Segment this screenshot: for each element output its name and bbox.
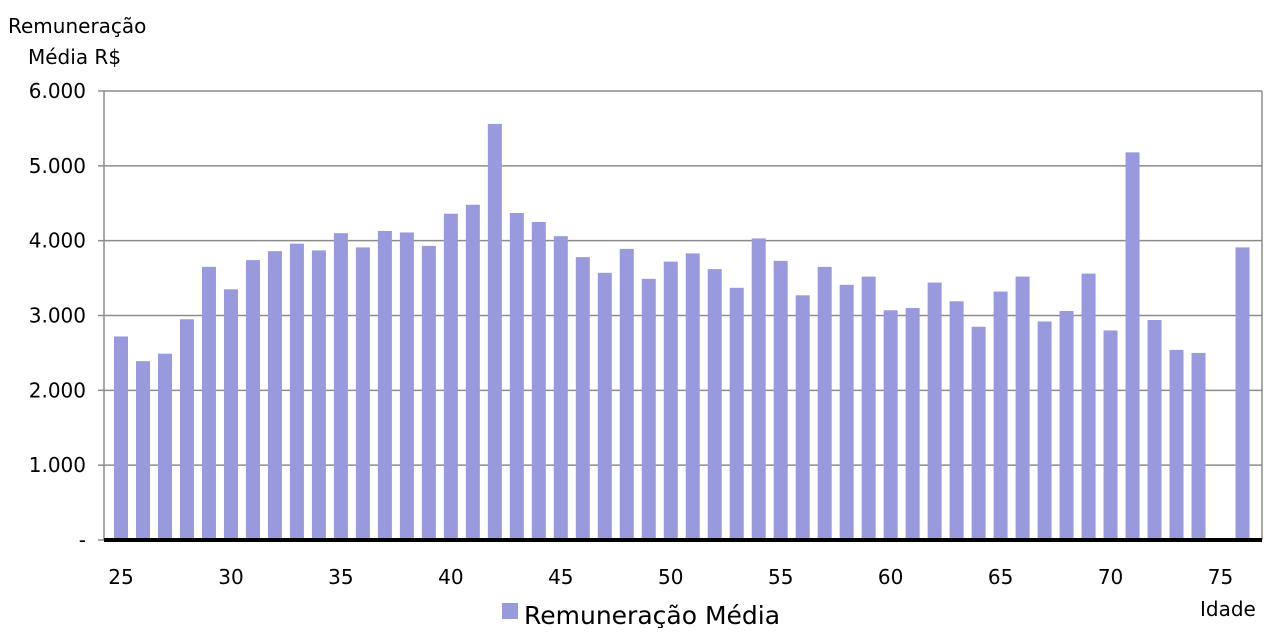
bar [1037, 321, 1052, 540]
x-tick-label: 60 [878, 565, 903, 589]
y-axis-title-line2: Média R$ [28, 45, 121, 69]
bar [135, 361, 150, 540]
y-tick-label: 2.000 [29, 378, 86, 402]
bar [223, 289, 238, 540]
bar [839, 284, 854, 540]
bar [443, 213, 458, 540]
bar [509, 212, 524, 540]
bar [377, 230, 392, 540]
bar [1125, 152, 1140, 540]
x-tick-label: 25 [108, 565, 133, 589]
y-tick-label: 4.000 [29, 229, 86, 253]
bar [267, 251, 282, 541]
bar [1103, 330, 1118, 540]
bar [179, 319, 194, 540]
y-tick-label: - [79, 528, 86, 552]
x-tick-labels: 25 30 35 40 45 50 55 60 65 70 75 [108, 565, 1233, 589]
bar [421, 245, 436, 540]
bar [619, 248, 634, 541]
x-tick-label: 45 [548, 565, 573, 589]
bars [114, 123, 1250, 541]
x-axis-title: Idade [1200, 597, 1256, 621]
bar [597, 272, 612, 540]
bar [729, 287, 744, 540]
x-tick-label: 55 [768, 565, 793, 589]
x-tick-label: 65 [988, 565, 1013, 589]
bar [773, 260, 788, 540]
bar [795, 295, 810, 540]
legend: Remuneração Média [502, 601, 780, 630]
bar [1191, 352, 1206, 540]
y-tick-label: 6.000 [29, 79, 86, 103]
bar [575, 257, 590, 540]
bar [1081, 273, 1096, 540]
bar [817, 266, 832, 540]
x-tick-label: 75 [1208, 565, 1233, 589]
y-tick-label: 3.000 [29, 304, 86, 328]
bar [553, 236, 568, 540]
bar [311, 250, 326, 540]
bar [157, 353, 172, 540]
y-tick-label: 1.000 [29, 453, 86, 477]
bar [245, 260, 260, 540]
bar [399, 232, 414, 540]
bar [531, 221, 546, 541]
bar [707, 269, 722, 540]
x-tick-label: 50 [658, 565, 683, 589]
bar [685, 253, 700, 540]
bar [971, 326, 986, 540]
bar [333, 233, 348, 540]
bar [1235, 247, 1250, 540]
bar [289, 243, 304, 540]
x-tick-label: 40 [438, 565, 463, 589]
axes [103, 91, 1263, 542]
y-tick-label: 5.000 [29, 154, 86, 178]
bar [1147, 319, 1162, 540]
y-tick-labels: - 1.000 2.000 3.000 4.000 5.000 6.000 [29, 79, 86, 552]
bar [663, 261, 678, 540]
bar [201, 266, 216, 540]
bar [949, 301, 964, 540]
bar [993, 291, 1008, 540]
bar [905, 308, 920, 540]
legend-swatch [502, 603, 518, 619]
bar [114, 336, 128, 540]
bar [861, 276, 876, 540]
bar [641, 278, 656, 540]
y-axis-title-line1: Remuneração [8, 14, 146, 38]
legend-label: Remuneração Média [524, 601, 780, 628]
bar [1059, 311, 1074, 540]
bar [1169, 349, 1184, 540]
x-tick-label: 70 [1098, 565, 1123, 589]
bar [355, 247, 370, 540]
bar [751, 238, 766, 540]
bar [487, 123, 502, 540]
x-tick-label: 35 [328, 565, 353, 589]
x-tick-label: 30 [218, 565, 243, 589]
bar [1015, 276, 1030, 540]
bar [465, 204, 480, 540]
bar [927, 282, 942, 540]
bar [883, 310, 898, 540]
